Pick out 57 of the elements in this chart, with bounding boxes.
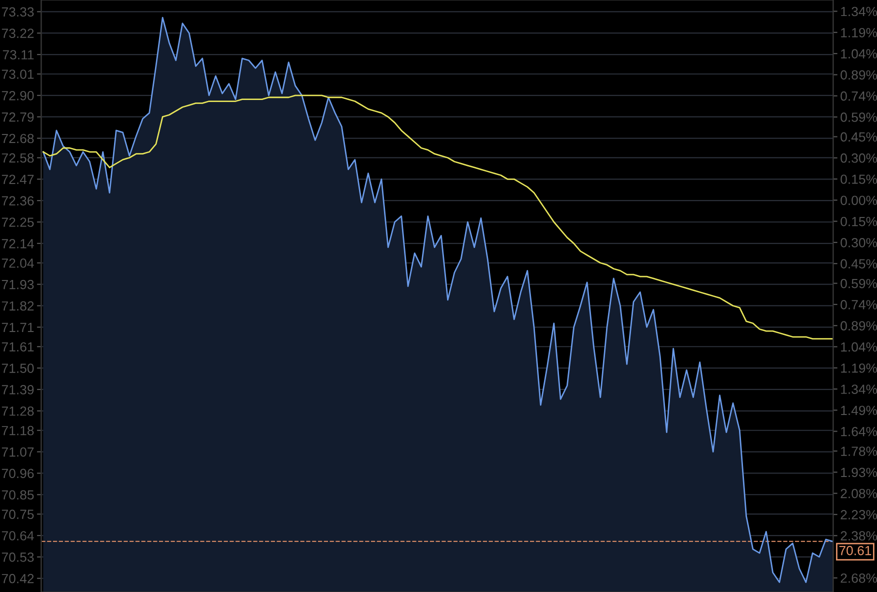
- y-tick-label: 71.07: [2, 447, 34, 457]
- y2-tick-label: 1.34%: [841, 384, 877, 394]
- y2-tick-label: 0.59%: [840, 278, 877, 288]
- y2-tick-label: 1.64%: [841, 426, 877, 436]
- y-tick-label: 71.82: [2, 301, 34, 311]
- y-tick-label: 73.22: [2, 28, 34, 38]
- y-tick-label: 72.79: [2, 112, 34, 122]
- y-tick-label: 70.42: [2, 574, 34, 584]
- y2-tick-label: 1.78%: [841, 446, 877, 456]
- y-tick-label: 72.14: [2, 238, 34, 248]
- y2-tick-label: 0.74%: [840, 300, 877, 310]
- y-tick-label: 72.04: [2, 258, 34, 268]
- y2-tick-label: 0.30%: [840, 238, 877, 248]
- y-tick-label: 72.47: [2, 174, 34, 184]
- y2-tick-label: 1.19%: [841, 28, 877, 38]
- y-tick-label: 73.11: [2, 50, 34, 60]
- y2-tick-label: 1.19%: [841, 363, 877, 373]
- y2-tick-label: 1.93%: [841, 468, 877, 478]
- y2-tick-label: 0.30%: [840, 153, 877, 163]
- y-tick-label: 73.01: [2, 70, 34, 79]
- y2-tick-label: 2.68%: [840, 573, 877, 583]
- y2-tick-label: 1.49%: [841, 406, 877, 416]
- y2-tick-label: 1.04%: [841, 342, 877, 352]
- y-tick-label: 71.18: [2, 426, 34, 436]
- y-tick-label: 71.61: [2, 342, 34, 352]
- y2-tick-label: 0.89%: [840, 70, 877, 80]
- y2-tick-label: 0.59%: [840, 112, 877, 122]
- y-tick-label: 70.64: [2, 531, 34, 540]
- y2-tick-label: 0.00%: [840, 196, 877, 206]
- y-tick-label: 72.36: [2, 196, 34, 206]
- y2-tick-label: 1.04%: [841, 49, 877, 58]
- line-series: [42, 94, 834, 340]
- y2-tick-label: 0.15%: [840, 174, 877, 184]
- y2-tick-label: 1.34%: [841, 6, 877, 16]
- y-tick-label: 72.90: [2, 90, 34, 100]
- y-tick-label: 72.25: [2, 218, 34, 227]
- y2-tick-label: 0.45%: [840, 259, 877, 268]
- y2-tick-label: 0.45%: [840, 132, 877, 142]
- y-tick-label: 71.50: [2, 364, 34, 373]
- y-tick-label: 72.68: [2, 134, 34, 144]
- y2-tick-label: 2.38%: [840, 531, 877, 541]
- y-tick-label: 72.58: [2, 153, 34, 163]
- y-tick-label: 71.39: [2, 385, 34, 394]
- y2-tick-label: 2.23%: [840, 510, 877, 520]
- y-tick-label: 70.75: [2, 510, 34, 520]
- y-tick-label: 71.28: [2, 406, 34, 416]
- y2-tick-label: 0.15%: [840, 216, 877, 226]
- y2-tick-label: 0.89%: [840, 321, 877, 331]
- y-tick-label: 73.33: [2, 7, 34, 17]
- y2-tick-label: 0.74%: [840, 91, 877, 101]
- ref-line-label: 70.61: [839, 546, 872, 556]
- y-tick-label: 70.85: [2, 490, 34, 500]
- y2-tick-label: 2.08%: [840, 488, 877, 498]
- y-tick-label: 70.53: [2, 552, 34, 562]
- y-tick-label: 70.96: [2, 468, 34, 478]
- y-tick-label: 71.71: [2, 322, 34, 332]
- y-tick-label: 71.93: [2, 280, 34, 290]
